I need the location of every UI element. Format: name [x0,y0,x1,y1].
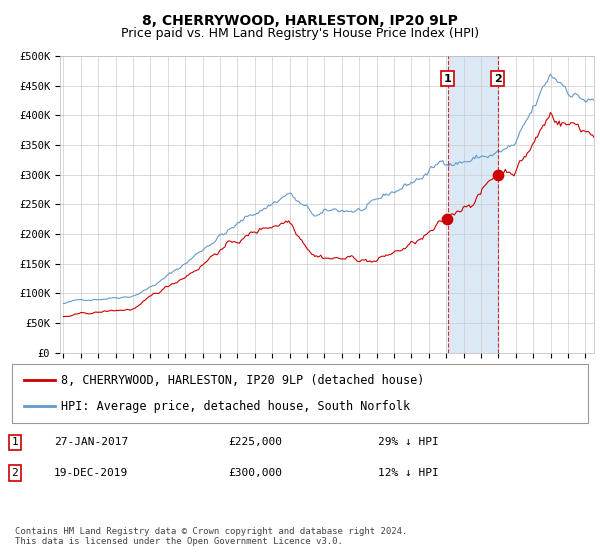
Point [442,215,452,224]
Text: £225,000: £225,000 [228,437,282,447]
Text: 2: 2 [11,468,19,478]
Text: Price paid vs. HM Land Registry's House Price Index (HPI): Price paid vs. HM Land Registry's House … [121,27,479,40]
Text: HPI: Average price, detached house, South Norfolk: HPI: Average price, detached house, Sout… [61,400,410,413]
Text: 27-JAN-2017: 27-JAN-2017 [54,437,128,447]
Text: 8, CHERRYWOOD, HARLESTON, IP20 9LP (detached house): 8, CHERRYWOOD, HARLESTON, IP20 9LP (deta… [61,374,424,387]
Text: 29% ↓ HPI: 29% ↓ HPI [378,437,439,447]
Text: 1: 1 [11,437,19,447]
Text: 1: 1 [443,73,451,83]
Text: Contains HM Land Registry data © Crown copyright and database right 2024.
This d: Contains HM Land Registry data © Crown c… [15,526,407,546]
Text: £300,000: £300,000 [228,468,282,478]
Text: 19-DEC-2019: 19-DEC-2019 [54,468,128,478]
FancyBboxPatch shape [12,364,588,423]
Point [493,170,503,179]
Text: 2: 2 [494,73,502,83]
Text: 12% ↓ HPI: 12% ↓ HPI [378,468,439,478]
Bar [448,56,498,353]
Text: 8, CHERRYWOOD, HARLESTON, IP20 9LP: 8, CHERRYWOOD, HARLESTON, IP20 9LP [142,14,458,28]
